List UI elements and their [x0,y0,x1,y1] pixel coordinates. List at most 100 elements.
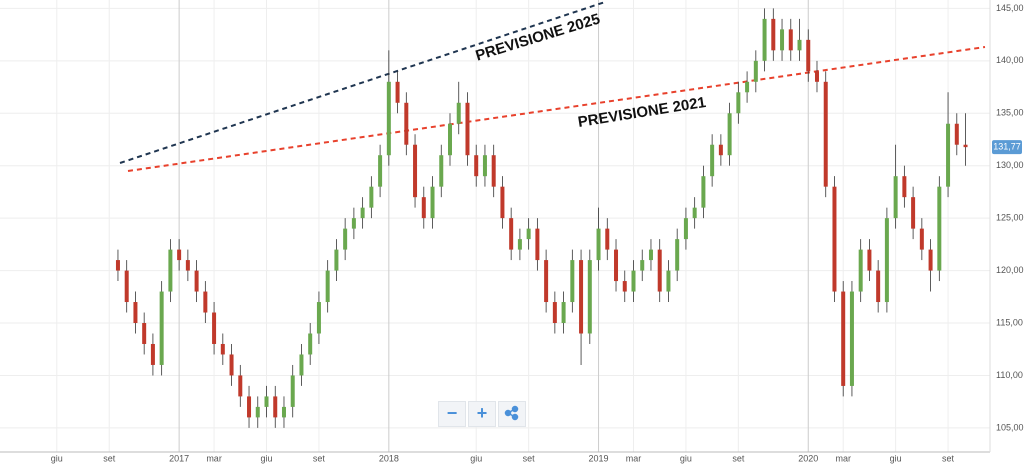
candle [806,29,811,82]
candle-body [780,29,785,51]
candle [413,134,418,208]
candle [544,249,549,313]
candle-body [247,396,252,418]
y-tick-label: 125,00 [996,213,1024,223]
candle [159,281,164,376]
candle [692,197,697,229]
x-tick-label: set [732,453,745,463]
candle [902,165,907,208]
x-tick-label: 2020 [798,453,818,463]
candle [273,385,278,428]
y-tick-label: 120,00 [996,265,1024,275]
candle-body [814,71,819,82]
candle-body [325,270,330,303]
candle [823,71,828,198]
candle [745,71,750,103]
candle [133,291,138,334]
candle-body [456,102,461,124]
candle-body [535,228,540,261]
candle-body [849,291,854,386]
x-tick-label: mar [626,453,642,463]
candle [561,291,566,334]
candle-body [884,218,889,303]
y-tick-label: 105,00 [996,422,1024,432]
candle [185,249,190,282]
candle-body [133,302,138,324]
candle-body [718,144,723,156]
candle-body [448,123,452,156]
candle-body [220,343,225,355]
candle [168,239,173,303]
candle-body [465,102,470,156]
candle-body [491,155,496,187]
candle-body [255,406,260,418]
candle-body [858,249,863,292]
candle-body [648,249,653,261]
candle-body [622,281,627,292]
candle [448,113,452,166]
candle [928,239,933,292]
candle-body [386,81,391,156]
candle-body [150,343,155,365]
candle [587,249,592,344]
candle-body [299,354,304,376]
candle-body [710,144,715,177]
candle-body [587,260,592,334]
candle [281,396,286,428]
candle [780,18,785,61]
candle [614,239,619,292]
candle-body [526,228,531,240]
annotation: PREVISIONE 2021 [577,94,707,131]
share-button[interactable] [498,401,526,427]
x-tick-label: 2017 [169,453,189,463]
candle-body [194,270,199,292]
candle-body [911,197,916,229]
last-price-badge [992,140,1022,155]
candle [124,260,129,313]
zoom-in-button[interactable]: + [468,401,496,427]
x-tick-label: set [103,453,116,463]
candle [386,50,391,166]
candle-body [614,249,619,282]
candle [194,260,199,303]
share-icon [504,405,519,421]
zoom-out-button[interactable]: − [438,401,466,427]
candle [150,333,155,376]
candle-body [334,249,339,271]
candle-body [290,375,295,407]
candle [963,113,968,166]
last-price-label: 131,77 [993,142,1021,152]
candle [762,8,767,72]
candle-body [369,186,374,208]
candle-body [937,186,942,271]
candle [788,18,793,61]
annotation: PREVISIONE 2025 [474,10,603,64]
candle-body [351,218,356,229]
candle [203,281,208,324]
candle-body [316,302,321,334]
x-tick-label: giu [890,453,902,463]
x-tick-label: set [523,453,536,463]
candle [395,71,400,114]
candle-body [439,155,444,187]
candle-body [954,123,959,145]
candle [657,239,662,303]
candle [500,176,505,229]
x-tick-label: set [313,453,326,463]
candle [325,260,330,313]
candle [710,134,715,187]
candle-body [902,176,907,198]
candle-body [159,291,164,365]
candle-body [413,144,418,198]
candle [884,207,889,313]
y-tick-label: 110,00 [996,370,1023,380]
candle [596,207,601,271]
trend-line-2021 [127,46,986,172]
candle-body [919,228,924,250]
candle [526,218,531,250]
candle-body [212,312,217,344]
candle [937,176,942,282]
candle [753,50,758,93]
candle-body [701,176,706,208]
candle-body [509,218,514,250]
